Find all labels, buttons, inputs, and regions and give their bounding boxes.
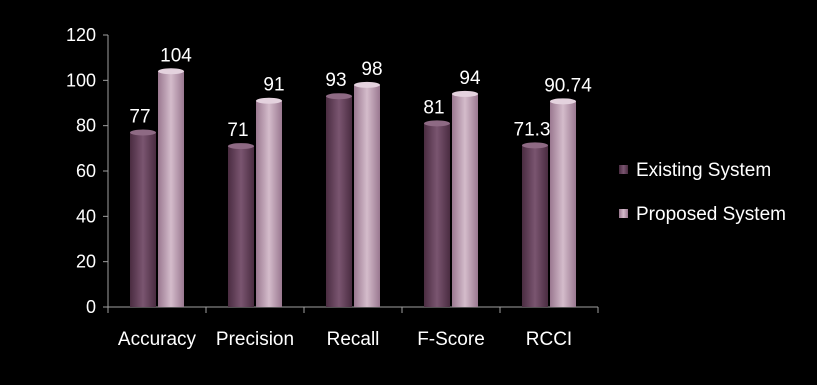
bar-cap [550, 98, 576, 105]
y-tick-label: 40 [76, 206, 96, 226]
bar [228, 143, 254, 307]
bar-body [550, 101, 576, 308]
bar-body [326, 96, 352, 307]
bar-cap [326, 93, 352, 100]
bar [354, 81, 380, 307]
y-tick-label: 60 [76, 161, 96, 181]
y-tick-label: 0 [86, 297, 96, 317]
bar-body [130, 132, 156, 307]
x-tick-label: Precision [216, 329, 294, 350]
data-label: 71.3 [514, 119, 551, 140]
data-label: 90.74 [544, 75, 592, 96]
x-tick-label: Accuracy [118, 329, 197, 350]
y-tick-label: 120 [66, 25, 96, 45]
bar-body [256, 100, 282, 307]
bar [158, 68, 184, 308]
legend-label: Proposed System [636, 204, 786, 225]
data-label: 94 [459, 68, 481, 89]
bar-body [424, 123, 450, 308]
x-tick-label: Recall [327, 329, 380, 350]
legend-swatch [619, 209, 628, 218]
bar-cap [158, 68, 184, 75]
bar-body [158, 71, 184, 308]
y-tick-label: 80 [76, 116, 96, 136]
bars [130, 68, 576, 308]
bar-body [452, 93, 478, 307]
bar-cap [452, 90, 478, 97]
bar-cap [354, 81, 380, 88]
bar-cap [522, 142, 548, 149]
x-tick-label: RCCI [526, 329, 572, 350]
data-label: 93 [325, 70, 346, 91]
bar [452, 90, 478, 307]
data-label: 98 [361, 59, 382, 80]
data-label: 71 [227, 120, 248, 141]
bar [522, 142, 548, 307]
bar [424, 120, 450, 308]
data-label: 81 [423, 97, 444, 118]
bar-cap [228, 143, 254, 150]
data-label: 104 [160, 45, 192, 66]
bar-body [228, 146, 254, 307]
bar-cap [256, 97, 282, 104]
bar [326, 93, 352, 307]
bar-body [522, 145, 548, 307]
y-tick-label: 100 [66, 70, 96, 90]
legend-swatch [619, 165, 628, 174]
data-label: 77 [129, 106, 150, 127]
bar-cap [130, 129, 156, 136]
bar [550, 98, 576, 308]
legend: Existing System Proposed System [619, 160, 786, 225]
bar-body [354, 84, 380, 307]
data-label: 91 [263, 75, 284, 96]
bar-cap [424, 120, 450, 127]
bar [256, 97, 282, 307]
y-tick-label: 20 [76, 252, 96, 272]
legend-label: Existing System [636, 160, 771, 181]
x-tick-label: F-Score [417, 329, 485, 350]
bar [130, 129, 156, 307]
axes: 0 20 40 60 80 100 120 Accuracy Precision Recall F-… [66, 25, 599, 350]
data-labels: 77 71 93 81 71.3 104 91 98 94 90.74 [129, 45, 592, 141]
